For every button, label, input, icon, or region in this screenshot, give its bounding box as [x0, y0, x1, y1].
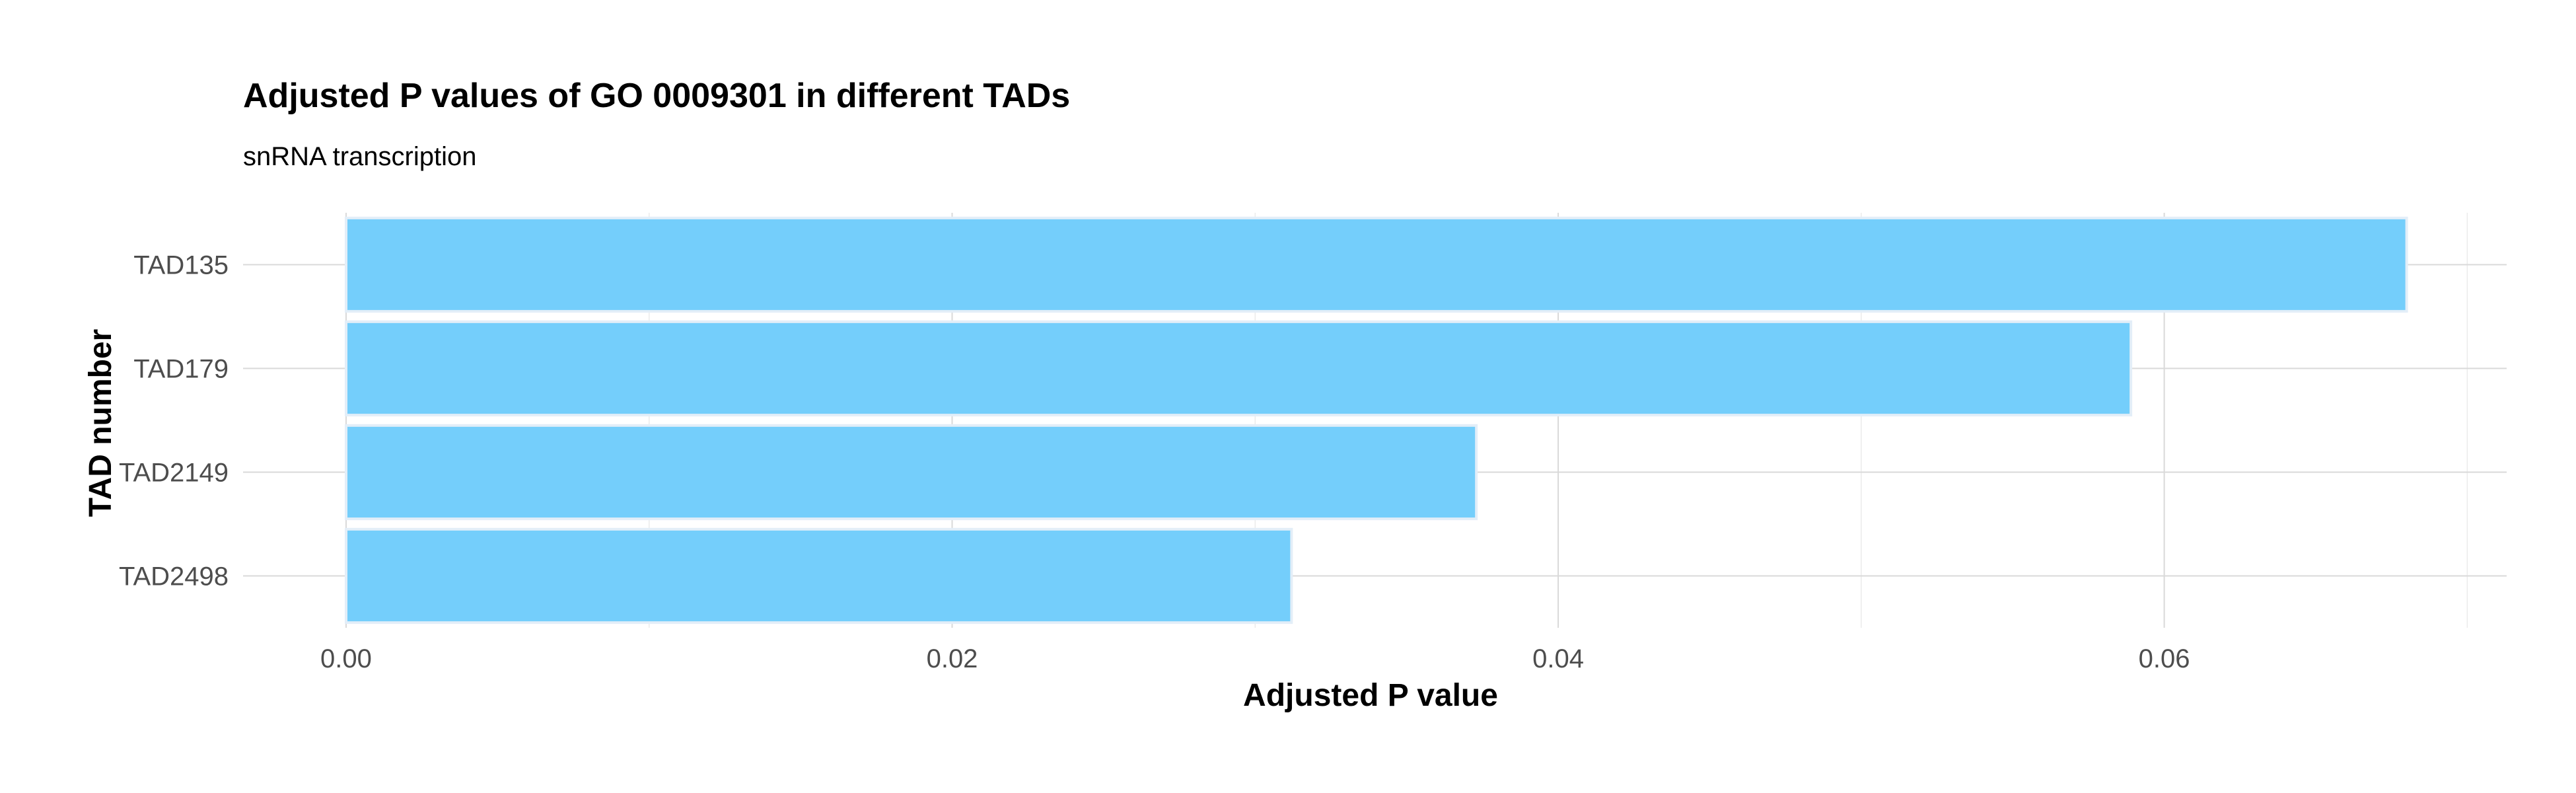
x-tick-label: 0.00 — [320, 644, 372, 673]
bar-tad179 — [344, 320, 2133, 417]
y-tick-label: TAD135 — [133, 251, 229, 280]
x-tick-label: 0.02 — [927, 644, 978, 673]
y-tick-label: TAD2498 — [119, 562, 229, 591]
x-axis-title: Adjusted P value — [1243, 678, 1498, 713]
chart-subtitle: snRNA transcription — [243, 142, 476, 171]
y-axis-title: TAD number — [83, 329, 118, 517]
bar-tad135 — [344, 216, 2408, 313]
x-axis-tick-labels: 0.00 0.02 0.04 0.06 — [320, 644, 2190, 673]
x-tick-label: 0.06 — [2139, 644, 2190, 673]
y-axis-tick-labels: TAD135 TAD179 TAD2149 TAD2498 — [119, 251, 229, 591]
bar-tad2149 — [344, 424, 1478, 521]
y-tick-label: TAD179 — [133, 355, 229, 384]
bar-tad2498 — [344, 527, 1293, 624]
y-tick-label: TAD2149 — [119, 459, 229, 488]
bars — [344, 216, 2408, 624]
chart-title: Adjusted P values of GO 0009301 in diffe… — [243, 77, 1070, 115]
x-tick-label: 0.04 — [1532, 644, 1584, 673]
